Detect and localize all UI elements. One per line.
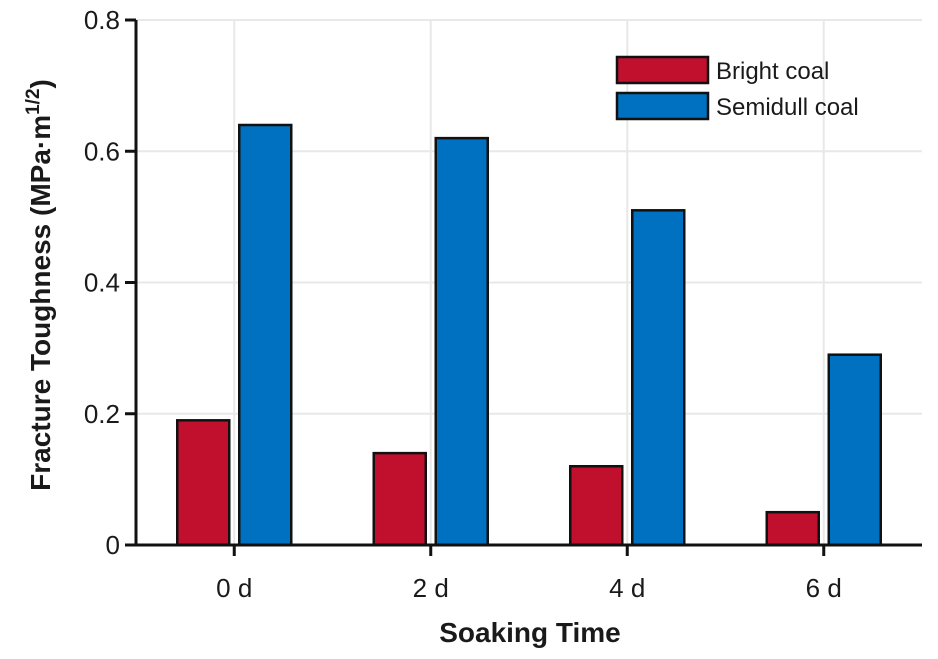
- x-axis-title: Soaking Time: [439, 617, 621, 648]
- y-tick-label: 0.4: [84, 268, 120, 298]
- bar-bright-coal-6-d: [765, 510, 820, 547]
- bar-bright-coal-2-d: [372, 451, 427, 547]
- legend-label-bright-coal: Bright coal: [716, 58, 829, 85]
- y-axis-title-superscript: 1/2: [23, 88, 44, 114]
- bar-bright-coal-0-d: [176, 419, 231, 547]
- y-tick-label: 0: [106, 530, 120, 560]
- legend-label-semidull-coal: Semidull coal: [716, 94, 859, 121]
- y-tick-label: 0.8: [84, 5, 120, 35]
- y-ticks: 0 0.2 0.4 0.6 0.8: [84, 5, 136, 560]
- y-axis-title-close: ): [25, 79, 56, 88]
- x-tick-label: 2 d: [413, 573, 449, 603]
- bar-semidull-coal-4-d: [631, 209, 686, 547]
- y-axis-title-main: Fracture Toughness (MPa·m: [25, 115, 56, 491]
- bar-semidull-coal-0-d: [238, 123, 293, 547]
- x-tick-label: 0 d: [216, 573, 252, 603]
- y-axis-title: Fracture Toughness (MPa·m1/2): [23, 79, 56, 491]
- legend-swatch-bright-coal: [615, 55, 710, 85]
- bar-semidull-coal-6-d: [827, 353, 882, 547]
- y-tick-label: 0.2: [84, 399, 120, 429]
- x-ticks: 0 d 2 d 4 d 6 d: [216, 545, 842, 603]
- legend-swatch-semidull-coal: [615, 91, 710, 121]
- x-tick-label: 6 d: [806, 573, 842, 603]
- y-tick-label: 0.6: [84, 136, 120, 166]
- bar-bright-coal-4-d: [569, 465, 624, 547]
- legend: Bright coal Semidull coal: [615, 55, 859, 121]
- x-tick-label: 4 d: [609, 573, 645, 603]
- bar-semidull-coal-2-d: [434, 136, 489, 547]
- bars: [176, 123, 882, 547]
